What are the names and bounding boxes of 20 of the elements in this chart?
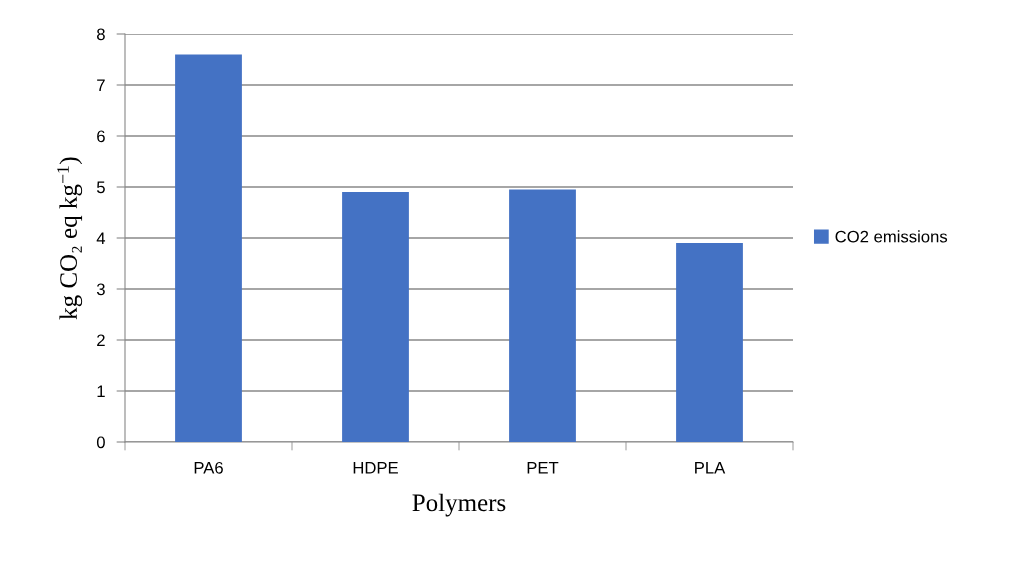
x-tick-label: HDPE (353, 462, 398, 474)
bar (509, 189, 576, 442)
bar (175, 54, 242, 442)
bar (676, 243, 743, 442)
bar (342, 192, 409, 442)
y-axis-title: kg CO₂ eq kg$^{−1}$) (57, 157, 83, 320)
legend-label: CO2 emissions (835, 230, 948, 243)
x-axis-title: Polymers (412, 493, 506, 517)
x-tick-label: PET (527, 462, 559, 474)
y-tick-label: 6 (97, 130, 105, 143)
y-tick-label: 4 (96, 232, 106, 245)
y-tick-label: 8 (97, 28, 105, 41)
y-tick-label: 1 (97, 385, 105, 398)
y-tick-label: 0 (96, 436, 105, 449)
y-tick-label: 5 (96, 181, 105, 194)
y-tick-label: 3 (96, 283, 105, 296)
x-tick-label: PA6 (194, 461, 223, 474)
x-tick-label: PLA (695, 462, 726, 474)
y-tick-label: 7 (97, 79, 105, 92)
y-tick-label: 2 (97, 334, 105, 347)
